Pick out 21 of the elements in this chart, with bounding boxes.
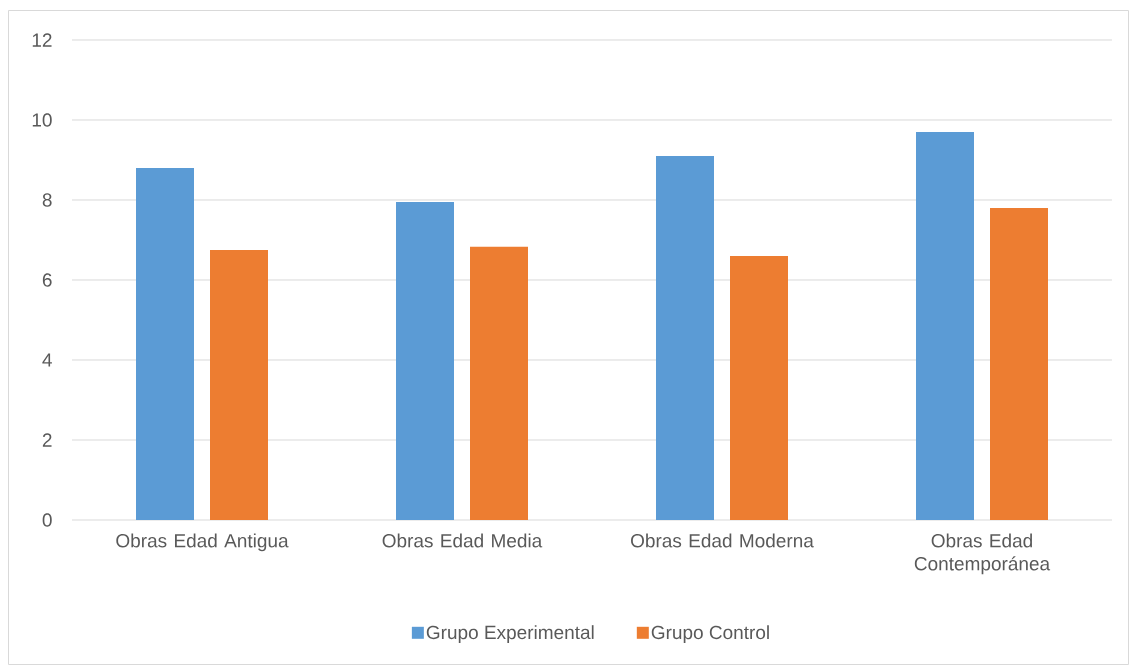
legend-label: Grupo Experimental <box>426 625 594 643</box>
bar <box>136 168 194 520</box>
legend-label: Grupo Control <box>651 625 769 643</box>
y-tick-label: 2 <box>42 433 52 447</box>
bar <box>730 256 788 520</box>
bar <box>210 250 268 520</box>
bar <box>916 132 974 520</box>
bar <box>656 156 714 520</box>
x-tick-label: Obras Edad Antigua <box>116 533 289 552</box>
x-tick-label: Obras Edad Media <box>382 533 543 548</box>
y-tick-label: 12 <box>32 33 52 47</box>
y-tick-label: 6 <box>42 273 52 287</box>
y-tick-label: 0 <box>42 513 52 527</box>
y-tick-label: 10 <box>32 113 52 127</box>
x-tick-label: Obras Edad Contemporánea <box>914 533 1051 575</box>
y-tick-label: 4 <box>42 353 52 367</box>
bar <box>990 208 1048 520</box>
bar <box>470 246 528 520</box>
bar <box>396 202 454 520</box>
x-tick-label: Obras Edad Moderna <box>631 533 814 548</box>
y-tick-label: 8 <box>42 193 52 207</box>
